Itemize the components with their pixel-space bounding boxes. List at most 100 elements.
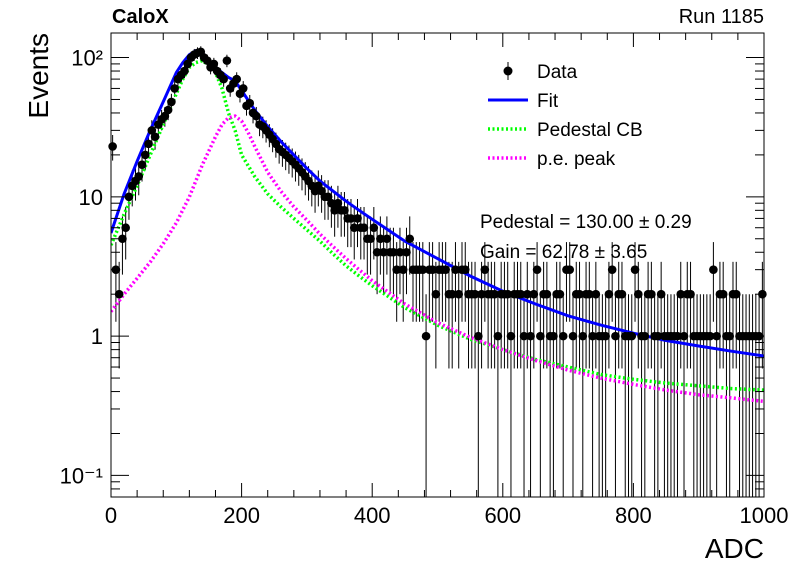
data-point	[718, 289, 728, 299]
data-point	[121, 223, 130, 233]
data-point	[712, 331, 721, 341]
data-point	[209, 59, 219, 69]
experiment-label: CaloX	[112, 6, 169, 28]
y-axis-title: Events	[23, 33, 54, 119]
series-layer	[111, 49, 764, 404]
data-point	[555, 289, 565, 299]
fit-annotation-0: Pedestal = 130.00 ± 0.29	[480, 212, 692, 233]
data-point	[140, 150, 150, 160]
data-point	[568, 331, 578, 341]
data-point	[382, 234, 392, 244]
data-point	[627, 331, 637, 341]
axis-ticks	[110, 33, 765, 497]
data-point	[359, 223, 369, 233]
data-point	[493, 331, 503, 341]
data-point	[673, 331, 682, 341]
x-tick-label: 400	[354, 503, 391, 528]
data-point	[392, 265, 401, 274]
data-point	[134, 172, 144, 181]
fit-annotation-1: Gain = 62.78 ± 3.65	[480, 242, 647, 263]
data-point	[679, 331, 689, 341]
x-tick-label: 600	[484, 503, 521, 528]
pedestal-cb-curve	[111, 58, 764, 392]
data-point	[536, 331, 545, 341]
data-point	[578, 331, 588, 341]
data-point	[330, 206, 339, 215]
data-point	[630, 265, 640, 274]
data-point	[709, 265, 718, 274]
data-point	[640, 331, 650, 341]
data-point	[503, 289, 512, 299]
axis-labels: 0 200 400 600 800 1000 10⁻¹ 1 10 10² ADC Events	[23, 33, 788, 564]
data-point	[526, 331, 535, 341]
data-point	[447, 289, 457, 299]
data-point	[147, 126, 157, 135]
data-point	[565, 265, 575, 274]
data-point	[167, 97, 176, 107]
x-tick-label: 1000	[740, 503, 789, 528]
data-point	[163, 105, 173, 115]
data-point	[591, 289, 601, 299]
data-point	[607, 265, 617, 274]
data-point	[601, 331, 610, 341]
data-point	[454, 289, 464, 299]
data-point	[585, 289, 594, 299]
data-point	[389, 247, 398, 257]
data-point	[588, 331, 597, 341]
data-point	[232, 74, 242, 84]
data-point	[327, 198, 336, 208]
y-tick-label: 10²	[71, 46, 103, 71]
data-point	[470, 289, 480, 299]
data-point	[676, 289, 686, 299]
data-point	[604, 289, 614, 299]
data-point	[379, 247, 388, 257]
data-point	[349, 223, 359, 233]
data-point	[353, 214, 362, 223]
data-point	[529, 289, 539, 299]
data-point	[418, 265, 428, 274]
data-point	[108, 142, 117, 151]
data-point	[532, 265, 542, 274]
data-points	[108, 47, 767, 341]
data-point	[340, 206, 349, 215]
data-point	[180, 66, 189, 76]
run-label: Run 1185	[678, 6, 764, 28]
x-tick-label: 200	[223, 503, 260, 528]
data-point	[219, 74, 228, 84]
data-point	[575, 289, 584, 299]
data-point	[137, 160, 147, 170]
data-point	[477, 289, 486, 299]
data-point	[656, 289, 666, 299]
data-point	[323, 192, 333, 202]
data-point	[245, 98, 255, 108]
data-point	[490, 289, 499, 299]
legend-data-marker	[503, 66, 513, 76]
data-point	[118, 234, 127, 244]
data-point	[428, 265, 437, 274]
data-point	[405, 234, 415, 244]
data-point	[653, 331, 663, 341]
data-point	[686, 289, 695, 299]
data-point	[725, 331, 735, 341]
data-point	[431, 289, 441, 299]
data-point	[395, 247, 405, 257]
legend: Data Fit Pedestal CB p.e. peak	[488, 62, 643, 170]
data-point	[480, 265, 490, 274]
plot-frame	[110, 32, 765, 498]
data-point	[398, 265, 408, 274]
data-point	[144, 139, 153, 149]
data-point	[203, 56, 212, 65]
data-point	[522, 289, 532, 299]
data-point	[421, 331, 431, 341]
data-point	[519, 331, 529, 341]
legend-label-1: Fit	[537, 91, 559, 112]
data-point	[333, 198, 343, 208]
data-point	[170, 84, 179, 93]
x-axis-title: ADC	[705, 533, 764, 564]
legend-label-3: p.e. peak	[537, 149, 616, 170]
data-point	[369, 223, 379, 233]
fit-curve	[111, 49, 764, 358]
data-point	[542, 289, 552, 299]
data-point	[633, 289, 643, 299]
